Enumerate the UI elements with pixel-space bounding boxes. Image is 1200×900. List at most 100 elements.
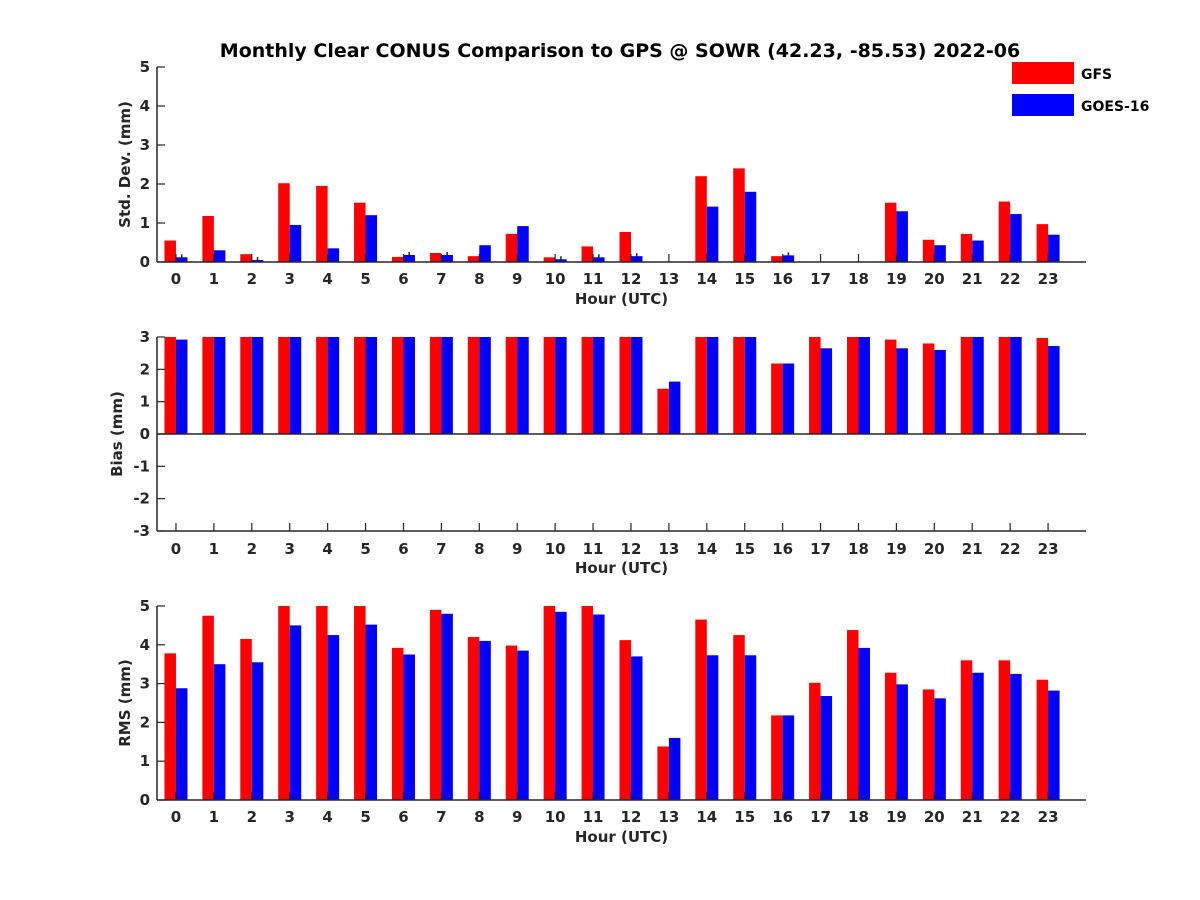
bar-gfs-18 <box>846 337 859 434</box>
bar-gfs-1 <box>202 615 214 800</box>
bar-gfs-1 <box>202 337 214 434</box>
y-axis-label: RMS (mm) <box>116 659 134 746</box>
bar-goes-16-23 <box>1048 690 1060 800</box>
x-tick-label: 13 <box>658 808 679 826</box>
y-tick-label: 2 <box>140 175 150 193</box>
bar-goes-16-5 <box>365 215 378 262</box>
bar-goes-16-6 <box>403 337 415 434</box>
x-tick-label: 6 <box>398 270 408 288</box>
bar-gfs-19 <box>884 202 897 262</box>
bar-gfs-15 <box>733 168 745 262</box>
bar-gfs-2 <box>240 638 252 800</box>
x-tick-label: 5 <box>360 808 370 826</box>
bar-gfs-5 <box>354 606 366 800</box>
x-tick-label: 23 <box>1038 270 1059 288</box>
x-tick-label: 21 <box>962 808 983 826</box>
x-tick-label: 3 <box>284 808 294 826</box>
bar-gfs-23 <box>1036 337 1049 434</box>
bar-gfs-13 <box>657 388 669 434</box>
bar-goes-16-1 <box>213 250 226 262</box>
y-tick-label: 0 <box>140 425 150 443</box>
bar-gfs-22 <box>998 201 1011 262</box>
x-tick-label: 1 <box>209 270 219 288</box>
x-tick-label: 17 <box>810 808 831 826</box>
x-tick-label: 11 <box>583 808 604 826</box>
x-tick-label: 12 <box>621 540 642 558</box>
bar-goes-16-15 <box>744 337 757 434</box>
bar-goes-16-5 <box>365 337 378 434</box>
bar-gfs-8 <box>467 256 480 262</box>
bar-goes-16-16 <box>782 363 795 434</box>
bar-gfs-2 <box>240 337 252 434</box>
x-tick-label: 6 <box>398 540 408 558</box>
bar-goes-16-8 <box>479 245 491 262</box>
bar-gfs-15 <box>733 337 745 434</box>
bar-gfs-7 <box>429 253 442 262</box>
x-tick-label: 12 <box>621 270 642 288</box>
bar-goes-16-17 <box>820 348 833 434</box>
bar-gfs-12 <box>619 231 631 262</box>
y-tick-label: 5 <box>140 58 150 76</box>
bar-goes-16-0 <box>175 257 188 262</box>
bar-gfs-9 <box>505 233 518 262</box>
bar-goes-16-12 <box>630 337 643 434</box>
bar-gfs-22 <box>998 337 1011 434</box>
x-tick-label: 15 <box>734 540 755 558</box>
y-tick-label: 0 <box>140 791 150 809</box>
x-tick-label: 20 <box>924 808 945 826</box>
bar-goes-16-1 <box>213 337 226 434</box>
bar-gfs-15 <box>733 635 745 800</box>
bar-gfs-6 <box>391 647 404 800</box>
bar-gfs-6 <box>391 256 404 262</box>
x-tick-label: 23 <box>1038 540 1059 558</box>
bar-gfs-21 <box>960 660 973 800</box>
bar-goes-16-13 <box>668 737 681 800</box>
bar-goes-16-3 <box>289 625 302 800</box>
x-tick-label: 8 <box>474 540 484 558</box>
bar-goes-16-20 <box>934 698 946 800</box>
bar-gfs-10 <box>543 337 556 434</box>
y-tick-label: 1 <box>140 393 150 411</box>
bar-goes-16-21 <box>972 672 984 800</box>
x-tick-label: 4 <box>322 270 332 288</box>
legend-label-goes-16: GOES-16 <box>1081 99 1149 115</box>
x-tick-label: 15 <box>734 808 755 826</box>
y-tick-label: -1 <box>133 457 150 475</box>
x-tick-label: 8 <box>474 808 484 826</box>
bar-gfs-22 <box>998 660 1011 800</box>
x-tick-label: 10 <box>545 270 566 288</box>
bar-gfs-7 <box>429 337 442 434</box>
bar-goes-16-10 <box>555 611 567 800</box>
x-tick-label: 19 <box>886 270 907 288</box>
y-tick-label: 1 <box>140 752 150 770</box>
x-axis-label: Hour (UTC) <box>575 828 668 846</box>
x-tick-label: 16 <box>772 808 793 826</box>
bar-goes-16-9 <box>517 650 529 800</box>
bar-goes-16-13 <box>668 381 681 434</box>
bar-gfs-10 <box>543 257 556 262</box>
y-tick-label: 3 <box>140 136 150 154</box>
x-tick-label: 21 <box>962 540 983 558</box>
bar-goes-16-20 <box>934 245 946 262</box>
x-tick-label: 15 <box>734 270 755 288</box>
x-tick-label: 18 <box>848 540 869 558</box>
bar-goes-16-9 <box>517 337 529 434</box>
bar-goes-16-20 <box>934 349 946 434</box>
y-tick-label: 2 <box>140 713 150 731</box>
y-tick-label: -2 <box>133 490 150 508</box>
bar-goes-16-6 <box>403 254 415 262</box>
bar-goes-16-9 <box>517 226 529 262</box>
bar-gfs-2 <box>240 254 252 262</box>
bar-goes-16-23 <box>1048 234 1060 262</box>
x-tick-label: 4 <box>322 540 332 558</box>
bar-gfs-11 <box>581 606 594 800</box>
legend-label-gfs: GFS <box>1081 67 1112 83</box>
x-tick-label: 0 <box>171 540 181 558</box>
x-tick-label: 19 <box>886 540 907 558</box>
bar-gfs-20 <box>922 689 935 800</box>
y-tick-label: 1 <box>140 214 150 232</box>
bar-goes-16-18 <box>858 337 870 434</box>
bar-goes-16-17 <box>820 696 833 800</box>
bar-gfs-14 <box>695 176 707 262</box>
